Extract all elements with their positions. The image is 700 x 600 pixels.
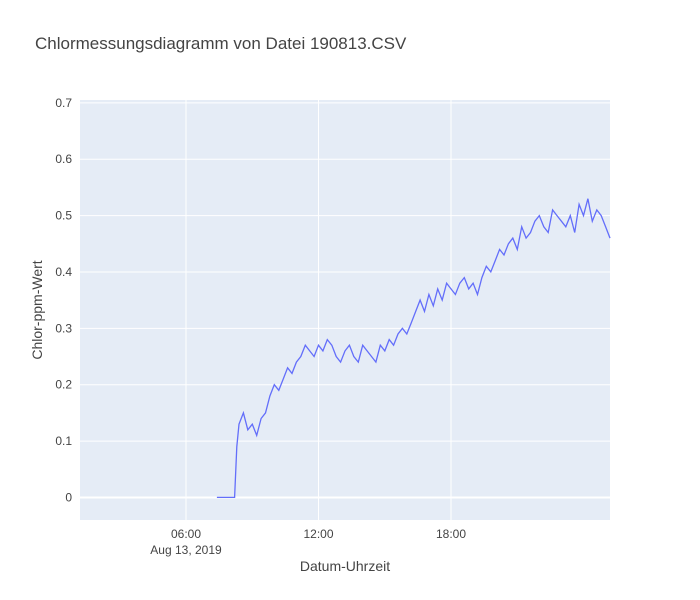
chart-title: Chlormessungsdiagramm von Datei 190813.C… bbox=[35, 34, 407, 53]
x-tick-date-label: Aug 13, 2019 bbox=[150, 543, 222, 557]
y-tick-label: 0.1 bbox=[55, 434, 72, 448]
x-axis-label: Datum-Uhrzeit bbox=[299, 558, 391, 574]
y-axis-label: Chlor-ppm-Wert bbox=[29, 260, 45, 360]
x-tick-label: 12:00 bbox=[303, 527, 333, 541]
y-axis: 0 0.1 0.2 0.3 0.4 0.5 0.6 0.7 bbox=[55, 96, 72, 505]
y-tick-label: 0.2 bbox=[55, 378, 72, 392]
y-tick-label: 0.4 bbox=[55, 265, 72, 279]
y-tick-label: 0.7 bbox=[55, 96, 72, 110]
y-tick-label: 0.3 bbox=[55, 321, 72, 335]
y-tick-label: 0.5 bbox=[55, 209, 72, 223]
x-tick-label: 18:00 bbox=[436, 527, 466, 541]
y-tick-label: 0.6 bbox=[55, 152, 72, 166]
y-tick-label: 0 bbox=[65, 490, 72, 504]
series-line bbox=[216, 198, 611, 499]
grid-layer bbox=[80, 100, 610, 520]
x-tick-label: 06:00 bbox=[171, 527, 201, 541]
x-axis: 06:00 Aug 13, 2019 12:00 18:00 bbox=[150, 527, 466, 557]
plot-background bbox=[80, 100, 610, 520]
